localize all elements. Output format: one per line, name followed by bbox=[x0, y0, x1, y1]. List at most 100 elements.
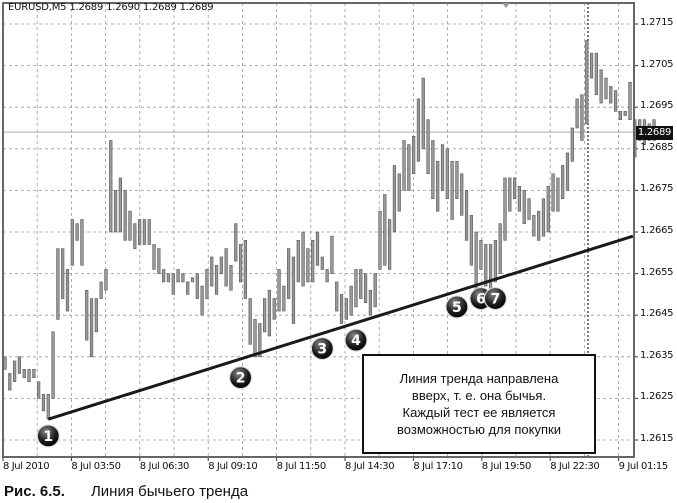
price-bar bbox=[392, 165, 397, 233]
price-bar bbox=[311, 240, 315, 283]
price-bar bbox=[248, 298, 252, 345]
markers: 1 2 3 4 56 7 bbox=[36, 286, 507, 448]
price-bar bbox=[426, 119, 430, 175]
x-tick-label: 8 Jul 2010 bbox=[3, 461, 50, 472]
price-bar bbox=[263, 298, 267, 333]
chart-shift-marker-icon bbox=[502, 3, 510, 8]
chart-frame bbox=[2, 2, 635, 458]
x-tick-label: 8 Jul 22:30 bbox=[550, 461, 600, 472]
annotation-line: возможностью для покупки bbox=[397, 422, 561, 437]
price-bar bbox=[561, 165, 565, 200]
y-tick-label: 1.2645 bbox=[640, 308, 674, 320]
price-bar bbox=[46, 393, 50, 420]
x-tick-label: 9 Jul 01:15 bbox=[618, 461, 669, 472]
price-bar bbox=[238, 244, 243, 283]
price-bar bbox=[272, 298, 276, 320]
price-bar bbox=[498, 223, 502, 274]
price-bar bbox=[335, 281, 339, 312]
price-bar bbox=[315, 231, 320, 266]
price-bar bbox=[513, 177, 517, 200]
price-bar bbox=[32, 368, 36, 378]
price-bar bbox=[546, 185, 550, 233]
price-bar bbox=[287, 248, 291, 299]
price-bar bbox=[128, 210, 132, 241]
y-tick-label: 1.2665 bbox=[640, 225, 674, 236]
touch-marker-5: 5 bbox=[445, 295, 469, 319]
price-bar bbox=[397, 173, 401, 212]
price-bar bbox=[575, 98, 579, 129]
price-bar bbox=[205, 269, 209, 299]
price-bar bbox=[445, 148, 449, 200]
price-bar bbox=[190, 277, 195, 283]
price-bar bbox=[142, 219, 147, 245]
price-bar bbox=[75, 223, 79, 241]
price-bar bbox=[176, 269, 180, 283]
ohlc-values: 1.2689 1.2690 1.2689 1.2689 bbox=[69, 2, 214, 13]
trendline-layer bbox=[47, 234, 634, 421]
price-bar bbox=[469, 215, 473, 266]
price-bar bbox=[339, 294, 344, 324]
price-bar bbox=[243, 240, 247, 299]
annotation-line: вверх, т. е. она бычья. bbox=[411, 388, 547, 403]
price-bar bbox=[118, 177, 122, 233]
price-bar bbox=[214, 264, 219, 295]
price-bar bbox=[109, 140, 113, 233]
y-tick-label: 1.2695 bbox=[640, 100, 674, 112]
price-bar bbox=[421, 77, 425, 150]
price-bar bbox=[219, 256, 223, 274]
price-bar bbox=[41, 393, 46, 412]
price-bar bbox=[301, 231, 305, 287]
price-bar bbox=[138, 219, 142, 245]
price-bar bbox=[407, 144, 411, 191]
price-bar bbox=[325, 269, 329, 283]
y-tick-label: 1.2625 bbox=[640, 391, 674, 403]
touch-marker-2: 2 bbox=[228, 366, 253, 390]
x-tick-label: 8 Jul 11:50 bbox=[276, 461, 327, 472]
price-bar bbox=[27, 368, 31, 383]
price-bar bbox=[383, 194, 387, 266]
annotation-box: Линия тренда направлена вверх, т. е. она… bbox=[362, 354, 596, 454]
marker-circle bbox=[228, 366, 253, 390]
price-bar bbox=[618, 111, 622, 120]
x-tick-label: 8 Jul 17:10 bbox=[413, 461, 463, 472]
price-bar bbox=[373, 273, 377, 308]
price-bar bbox=[296, 240, 300, 283]
price-bar bbox=[258, 323, 262, 358]
touch-marker-3: 3 bbox=[310, 336, 334, 361]
price-bar bbox=[99, 281, 103, 299]
price-bar bbox=[565, 152, 570, 191]
price-bar bbox=[493, 240, 497, 283]
price-bar bbox=[229, 264, 233, 291]
y-tick-label: 1.2715 bbox=[640, 17, 674, 28]
price-bar bbox=[282, 285, 286, 312]
annotation-line: Линия тренда направлена bbox=[399, 371, 559, 386]
price-bar bbox=[200, 285, 204, 316]
price-bar bbox=[440, 144, 445, 191]
symbol-label: EURUSD,M5 bbox=[8, 2, 67, 13]
marker-circle bbox=[310, 336, 334, 361]
price-bar bbox=[123, 190, 127, 241]
price-bar bbox=[628, 81, 632, 120]
price-bar bbox=[344, 298, 348, 320]
marker-label: 3 bbox=[317, 341, 327, 357]
price-bar bbox=[8, 373, 12, 391]
figure-title: Линия бычьего тренда bbox=[90, 483, 249, 500]
touch-marker-7: 7 bbox=[483, 286, 507, 311]
figure-caption: Рис. 6.5. Линия бычьего тренда bbox=[4, 483, 248, 500]
price-bar bbox=[416, 98, 421, 162]
price-bar bbox=[556, 177, 560, 212]
price-bar bbox=[580, 94, 584, 141]
x-tick-label: 8 Jul 06:30 bbox=[139, 461, 190, 472]
price-bar bbox=[85, 289, 89, 341]
price-bar bbox=[354, 269, 358, 308]
price-bar bbox=[368, 289, 372, 316]
price-bar bbox=[474, 231, 478, 291]
marker-circle bbox=[445, 295, 469, 319]
price-bar bbox=[527, 198, 531, 220]
x-tick-label: 8 Jul 09:10 bbox=[208, 461, 258, 472]
price-bar bbox=[61, 248, 65, 299]
touch-marker-1: 1 bbox=[36, 424, 60, 448]
price-bar bbox=[166, 273, 171, 283]
price-bar bbox=[464, 190, 469, 241]
price-bar bbox=[94, 298, 98, 333]
